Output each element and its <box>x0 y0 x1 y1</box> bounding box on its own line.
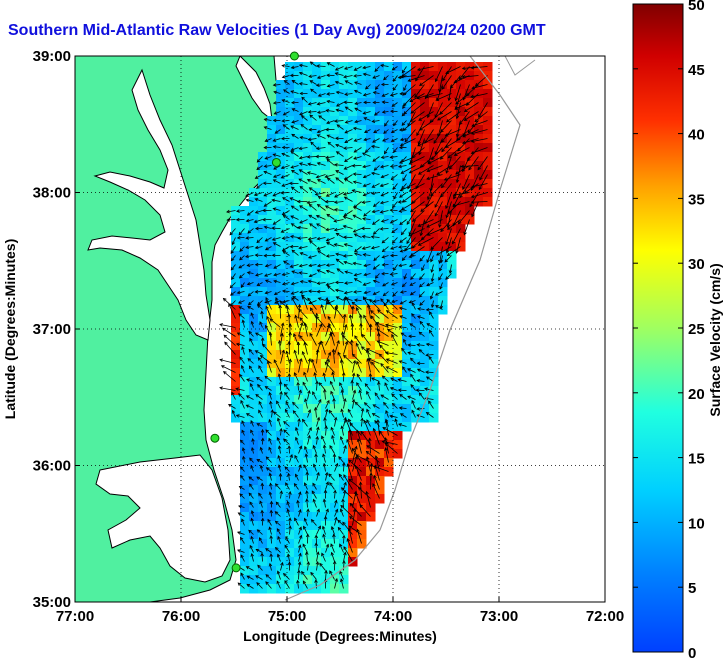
colorbar-label: Surface Velocity (cm/s) <box>707 263 723 416</box>
colorbar-tick-label: 10 <box>688 515 705 532</box>
radar-station-marker <box>232 564 240 572</box>
y-tick-label: 37:00 <box>33 321 71 338</box>
colorbar-tick-label: 45 <box>688 62 705 79</box>
y-axis-label: Latitude (Degrees:Minutes) <box>2 239 18 419</box>
y-tick-label: 39:00 <box>33 48 71 65</box>
y-tick-label: 36:00 <box>33 458 71 475</box>
x-axis-label: Longitude (Degrees:Minutes) <box>243 628 437 644</box>
colorbar-tick-label: 0 <box>688 645 696 659</box>
x-tick-label: 76:00 <box>162 608 200 625</box>
colorbar <box>633 4 683 652</box>
y-tick-label: 35:00 <box>33 594 71 611</box>
x-tick-label: 75:00 <box>268 608 306 625</box>
y-axis-ticks: 39:00 38:00 37:00 36:00 35:00 <box>33 48 80 611</box>
x-tick-label: 74:00 <box>374 608 412 625</box>
radar-station-marker <box>290 52 298 60</box>
radar-station-marker <box>211 434 219 442</box>
x-tick-label: 72:00 <box>586 608 624 625</box>
y-tick-label: 38:00 <box>33 185 71 202</box>
radar-station-marker <box>272 158 280 166</box>
colorbar-tick-label: 30 <box>688 256 705 273</box>
colorbar-tick-label: 35 <box>688 191 705 208</box>
colorbar-tick-label: 20 <box>688 386 705 403</box>
colorbar-tick-label: 40 <box>688 127 705 144</box>
velocity-map: 77:00 76:00 75:00 74:00 73:00 72:00 39:0038:0… <box>0 0 724 659</box>
colorbar-tick-label: 5 <box>688 580 696 597</box>
colorbar-tick-label: 25 <box>688 321 705 338</box>
colorbar-tick-label: 50 <box>688 0 705 14</box>
x-tick-label: 73:00 <box>480 608 518 625</box>
colorbar-tick-label: 15 <box>688 451 705 468</box>
